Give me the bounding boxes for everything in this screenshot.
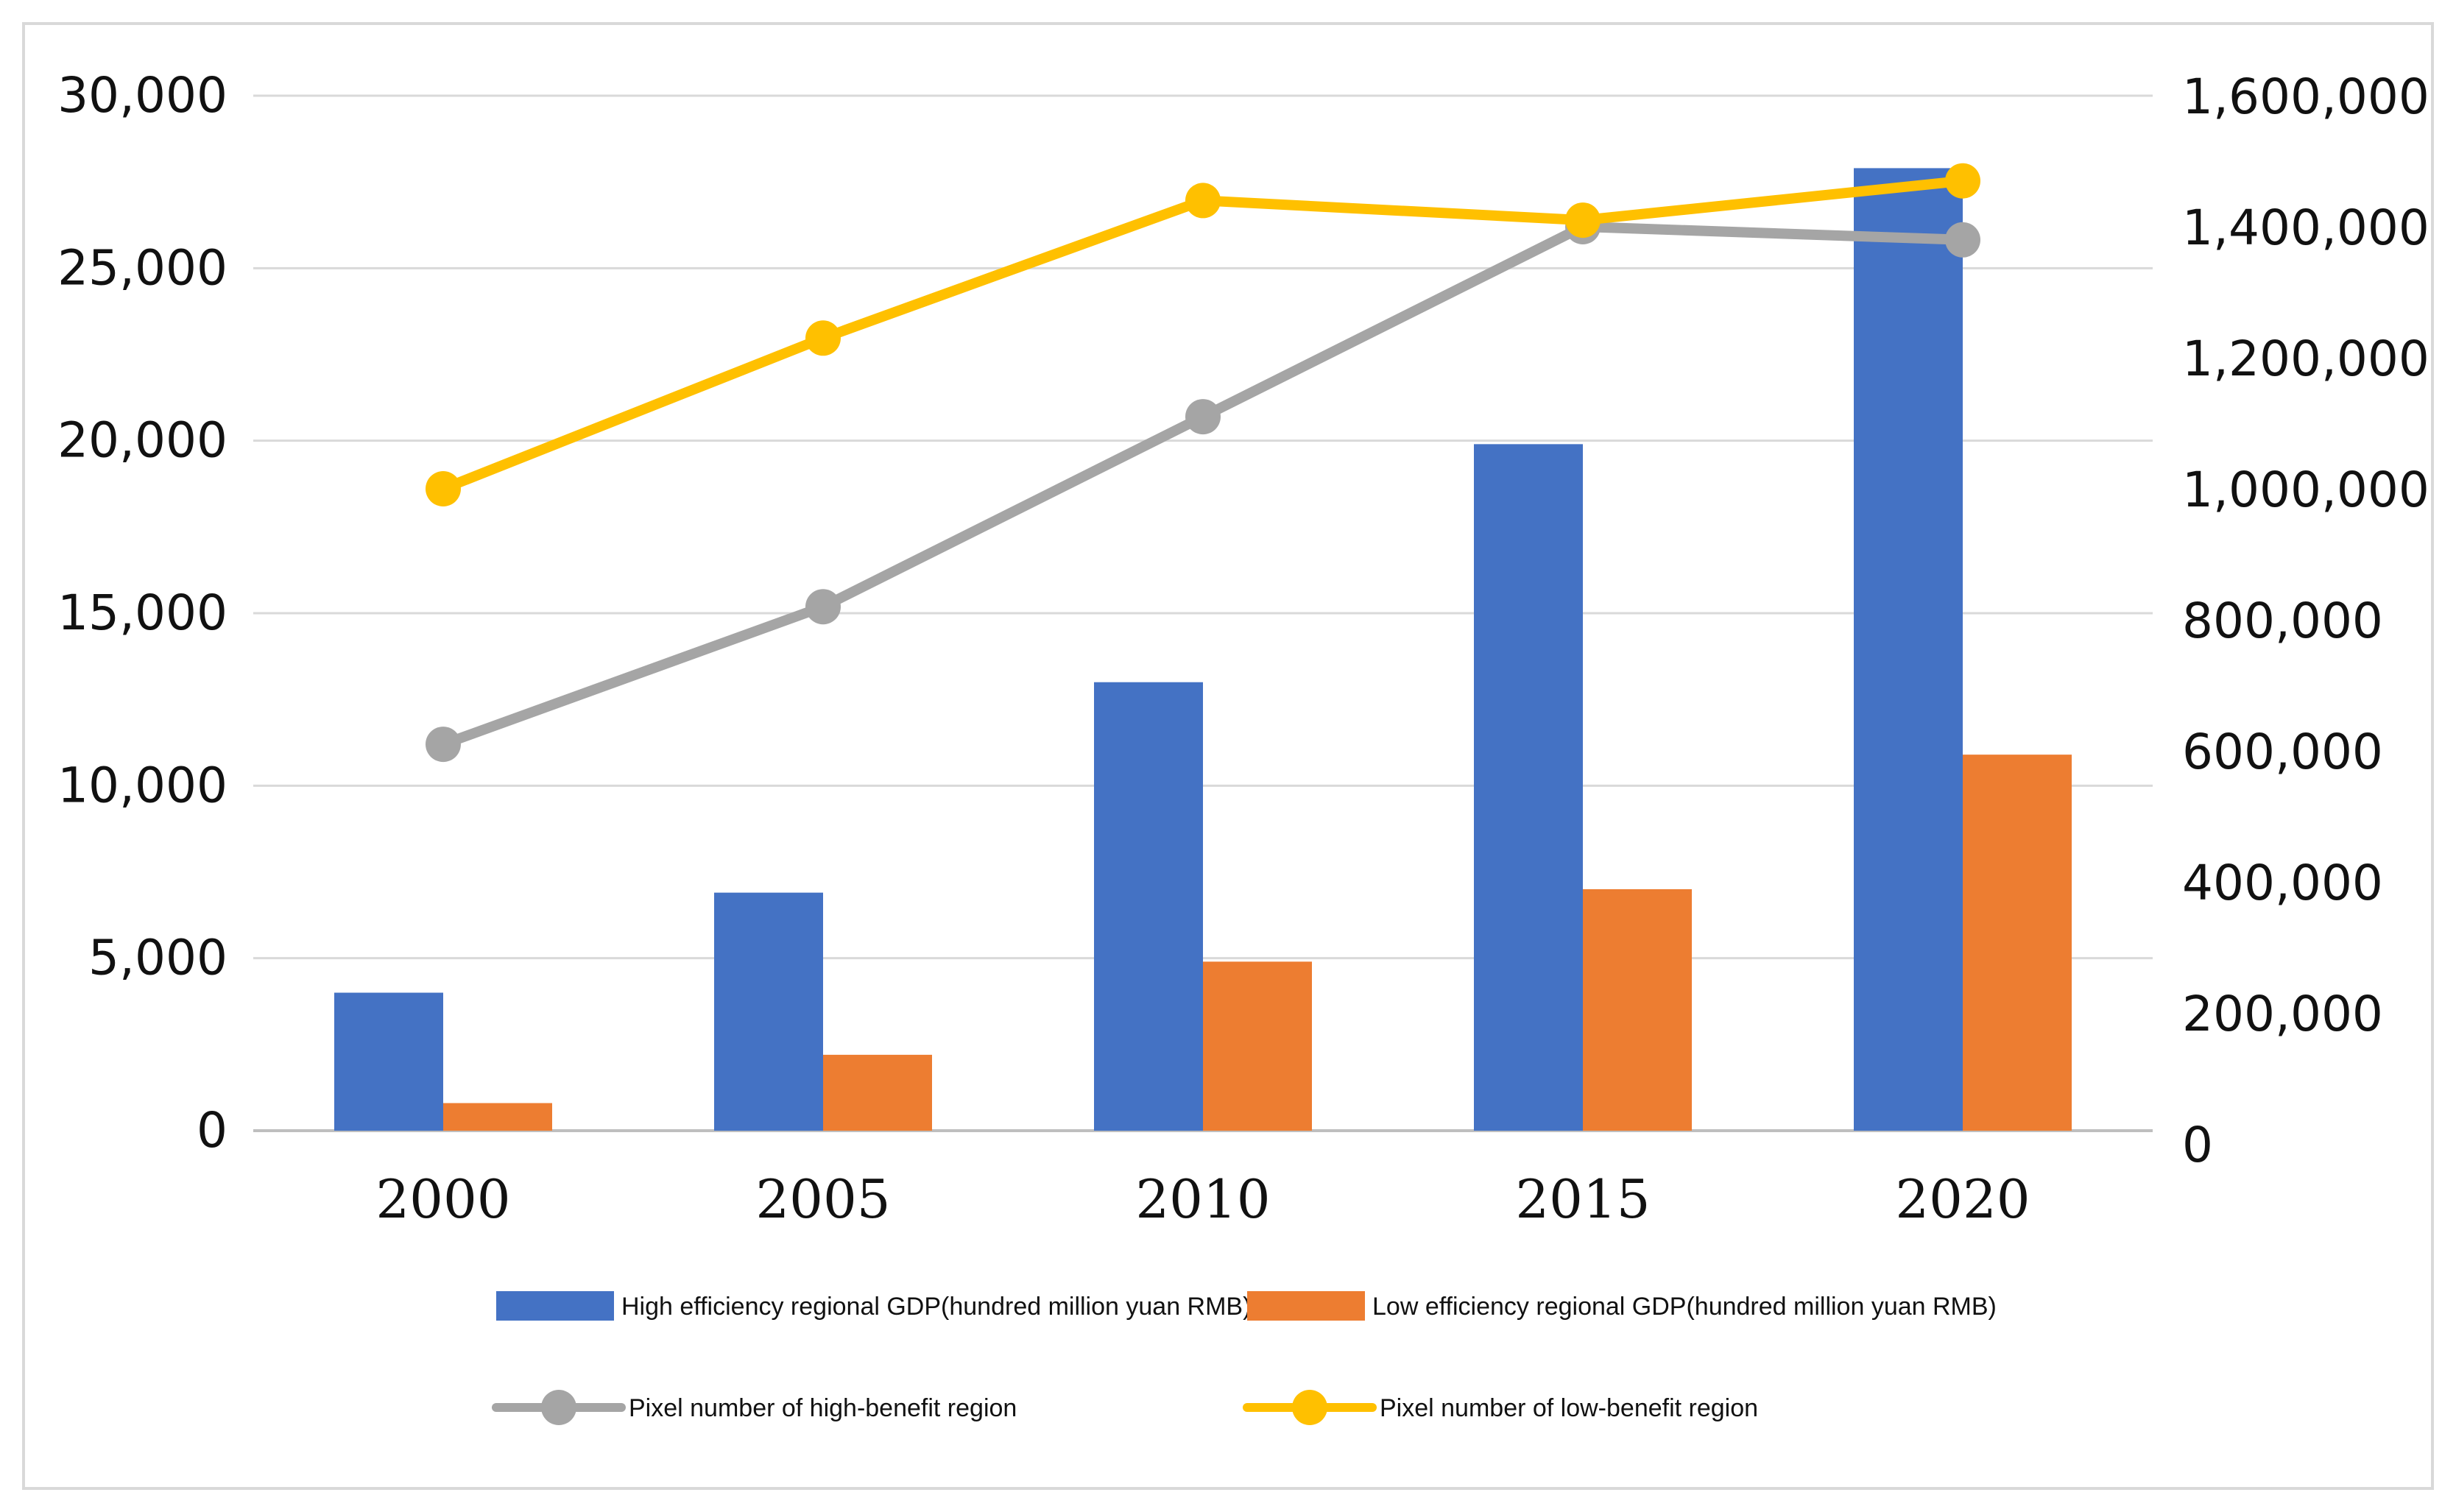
lines bbox=[426, 163, 1980, 763]
legend-high-benefit-pixel-swatch-marker bbox=[541, 1390, 576, 1425]
x-tick-label: 2000 bbox=[375, 1168, 510, 1230]
low-efficiency-gdp-bar bbox=[443, 1103, 552, 1131]
low-benefit-pixel-point bbox=[1565, 202, 1601, 239]
legend-low-efficiency-gdp-swatch bbox=[1247, 1291, 1365, 1321]
x-tick-label: 2010 bbox=[1135, 1168, 1270, 1230]
right-tick-label: 0 bbox=[2182, 1117, 2213, 1173]
x-tick-label: 2005 bbox=[755, 1168, 890, 1230]
legend-high-efficiency-gdp-label: High efficiency regional GDP(hundred mil… bbox=[621, 1293, 1251, 1321]
left-axis: 0 5,000 10,000 15,000 20,000 25,000 30,000 bbox=[57, 67, 227, 1159]
chart-svg: 0 5,000 10,000 15,000 20,000 25,000 30,000 0 20… bbox=[57, 67, 2429, 1425]
left-tick-label: 0 bbox=[197, 1102, 227, 1159]
legend-low-benefit-pixel-label: Pixel number of low-benefit region bbox=[1380, 1394, 1758, 1422]
right-tick-label: 200,000 bbox=[2182, 986, 2383, 1042]
high-benefit-pixel-line bbox=[438, 222, 1968, 750]
right-tick-label: 800,000 bbox=[2182, 593, 2383, 649]
left-tick-label: 20,000 bbox=[57, 412, 227, 469]
right-axis: 0 200,000 400,000 600,000 800,000 1,000,000 1,… bbox=[2182, 68, 2429, 1173]
right-tick-label: 1,400,000 bbox=[2182, 199, 2429, 256]
high-benefit-pixel-point bbox=[1945, 222, 1980, 258]
legend: High efficiency regional GDP(hundred mil… bbox=[492, 1291, 1997, 1425]
right-tick-label: 400,000 bbox=[2182, 855, 2383, 911]
right-tick-label: 1,600,000 bbox=[2182, 68, 2429, 125]
high-benefit-pixel-point bbox=[426, 727, 461, 763]
left-tick-label: 15,000 bbox=[57, 584, 227, 641]
right-tick-label: 1,000,000 bbox=[2182, 462, 2429, 518]
legend-high-efficiency-gdp-swatch bbox=[496, 1291, 614, 1321]
low-benefit-pixel-point bbox=[805, 320, 841, 356]
right-tick-label: 600,000 bbox=[2182, 724, 2383, 780]
bars bbox=[334, 168, 2072, 1131]
low-benefit-pixel-point bbox=[1185, 183, 1221, 219]
high-benefit-pixel-point bbox=[805, 589, 841, 625]
high-benefit-pixel-point bbox=[1185, 399, 1221, 435]
high-efficiency-gdp-bar bbox=[1474, 444, 1583, 1131]
legend-low-benefit-pixel-swatch-marker bbox=[1292, 1390, 1327, 1425]
high-efficiency-gdp-bar bbox=[1854, 168, 1963, 1131]
chart-frame: 0 5,000 10,000 15,000 20,000 25,000 30,000 0 20… bbox=[22, 22, 2434, 1490]
low-efficiency-gdp-bar bbox=[1963, 755, 2072, 1131]
left-tick-label: 10,000 bbox=[57, 757, 227, 813]
legend-low-efficiency-gdp-label: Low efficiency regional GDP(hundred mill… bbox=[1372, 1293, 1997, 1321]
left-tick-label: 5,000 bbox=[88, 930, 227, 986]
low-benefit-pixel-point bbox=[1945, 163, 1980, 199]
left-tick-label: 25,000 bbox=[57, 239, 227, 296]
high-efficiency-gdp-bar bbox=[334, 992, 443, 1131]
legend-high-benefit-pixel-label: Pixel number of high-benefit region bbox=[629, 1394, 1017, 1422]
right-tick-label: 1,200,000 bbox=[2182, 331, 2429, 387]
x-axis: 2000 2005 2010 2015 2020 bbox=[375, 1168, 2030, 1230]
low-efficiency-gdp-bar bbox=[1203, 961, 1312, 1131]
low-benefit-pixel-point bbox=[426, 471, 461, 506]
left-tick-label: 30,000 bbox=[57, 67, 227, 124]
x-tick-label: 2015 bbox=[1515, 1168, 1650, 1230]
low-efficiency-gdp-bar bbox=[823, 1054, 932, 1131]
high-efficiency-gdp-bar bbox=[714, 892, 823, 1131]
x-tick-label: 2020 bbox=[1895, 1168, 2030, 1230]
low-efficiency-gdp-bar bbox=[1583, 889, 1692, 1131]
high-efficiency-gdp-bar bbox=[1094, 682, 1203, 1131]
